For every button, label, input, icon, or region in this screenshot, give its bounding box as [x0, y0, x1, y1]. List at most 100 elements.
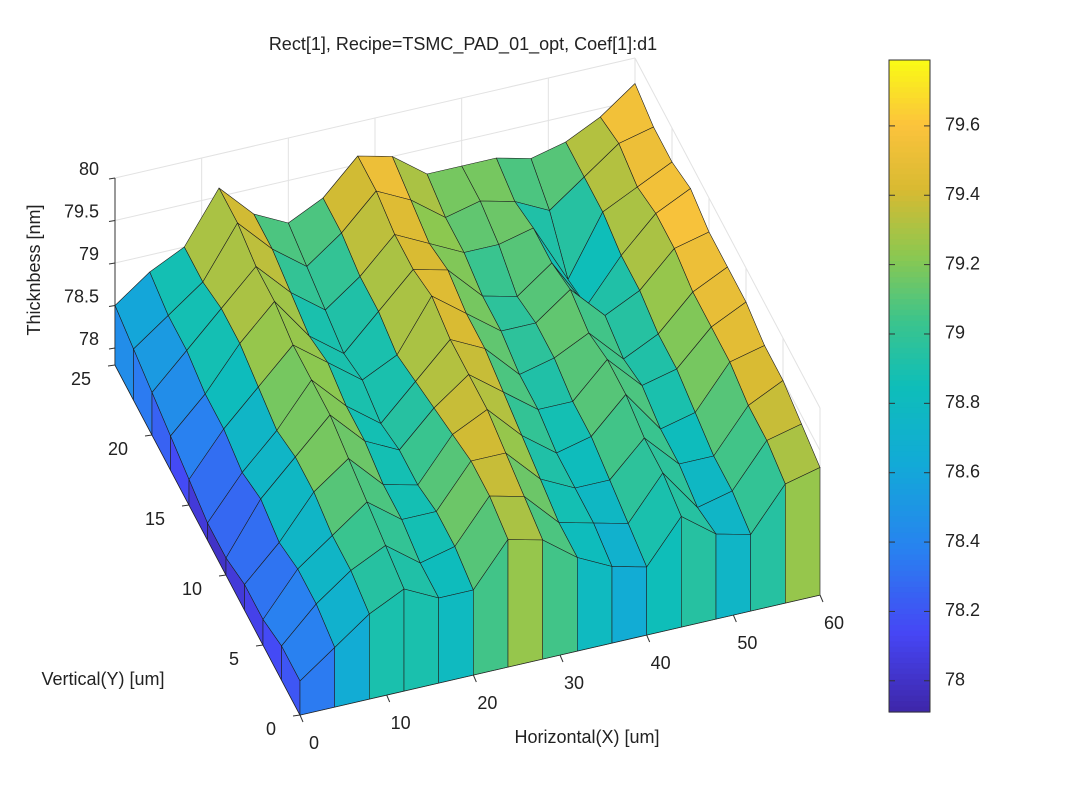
colorbar-band	[889, 706, 930, 713]
colorbar-band	[889, 445, 930, 452]
colorbar-band	[889, 347, 930, 354]
x-tick	[559, 654, 564, 663]
colorbar-tick-label: 79.6	[945, 115, 980, 135]
z-tick	[108, 305, 116, 307]
x-tick	[299, 714, 304, 723]
x-tick-label: 60	[824, 613, 844, 633]
colorbar-band	[889, 282, 930, 289]
x-tick	[732, 614, 737, 623]
surface-edge	[507, 539, 543, 668]
colorbar-band	[889, 532, 930, 539]
colorbar-band	[889, 451, 930, 458]
colorbar-band	[889, 581, 930, 588]
colorbar-band	[889, 592, 930, 599]
z-tick	[108, 220, 116, 222]
z-axis-label: Thicknbess [nm]	[24, 204, 44, 335]
colorbar-band	[889, 641, 930, 648]
colorbar-band	[889, 233, 930, 240]
colorbar-band	[889, 293, 930, 300]
colorbar-band	[889, 195, 930, 202]
colorbar-band	[889, 146, 930, 153]
colorbar-band	[889, 478, 930, 485]
colorbar-band	[889, 494, 930, 501]
colorbar-band	[889, 625, 930, 632]
colorbar-band	[889, 521, 930, 528]
colorbar-band	[889, 81, 930, 88]
colorbar-band	[889, 337, 930, 344]
colorbar-band	[889, 331, 930, 338]
colorbar-frame	[888, 59, 931, 713]
colorbar-band	[889, 646, 930, 653]
colorbar-band	[889, 174, 930, 181]
colorbar-band	[889, 299, 930, 306]
colorbar-band	[889, 554, 930, 561]
colorbar-band	[889, 407, 930, 414]
surface-edge	[611, 566, 647, 644]
colorbar-band	[889, 206, 930, 213]
y-axis-label: Vertical(Y) [um]	[41, 669, 164, 689]
colorbar-band	[889, 462, 930, 469]
colorbar-band	[889, 76, 930, 83]
colorbar-band	[889, 103, 930, 110]
colorbar-band	[889, 320, 930, 327]
colorbar-band	[889, 434, 930, 441]
colorbar-tick-label: 78.2	[945, 600, 980, 620]
colorbar-tick-label: 78.4	[945, 531, 980, 551]
colorbar-band	[889, 266, 930, 273]
colorbar-band	[889, 608, 930, 615]
surface-edge	[542, 539, 578, 660]
surface-edge	[785, 467, 821, 604]
colorbar-band	[889, 168, 930, 175]
colorbar-band	[889, 108, 930, 115]
z-tick	[108, 347, 116, 350]
colorbar-tick-label: 79.4	[945, 184, 980, 204]
colorbar-band	[889, 358, 930, 365]
y-tick	[255, 644, 264, 647]
colorbar-band	[889, 597, 930, 604]
y-tick	[218, 574, 227, 577]
colorbar-band	[889, 244, 930, 251]
colorbar-band	[889, 136, 930, 143]
colorbar-band	[889, 440, 930, 447]
colorbar-band	[889, 668, 930, 675]
x-tick-label: 40	[651, 653, 671, 673]
colorbar-band	[889, 217, 930, 224]
colorbar-band	[889, 614, 930, 621]
colorbar-band	[889, 701, 930, 708]
colorbar-band	[889, 98, 930, 105]
colorbar-band	[889, 353, 930, 360]
colorbar-band	[889, 695, 930, 702]
z-tick	[108, 262, 116, 265]
colorbar-band	[889, 679, 930, 686]
colorbar-band	[889, 70, 930, 77]
colorbar-band	[889, 250, 930, 257]
colorbar-band	[889, 369, 930, 376]
colorbar-tick-label: 79.2	[945, 253, 980, 273]
surface-edge	[681, 516, 717, 628]
colorbar-tick-label: 78.6	[945, 461, 980, 481]
colorbar-band	[889, 315, 930, 322]
colorbar-band	[889, 619, 930, 626]
colorbar-band	[889, 570, 930, 577]
colorbar-band	[889, 114, 930, 121]
x-tick-label: 30	[564, 673, 584, 693]
y-tick-label: 15	[145, 509, 165, 529]
y-tick	[144, 434, 153, 437]
colorbar-band	[889, 375, 930, 382]
colorbar-band	[889, 119, 930, 126]
colorbar-band	[889, 87, 930, 94]
colorbar-band	[889, 184, 930, 191]
colorbar-band	[889, 467, 930, 474]
colorbar-band	[889, 657, 930, 664]
colorbar-band	[889, 326, 930, 333]
colorbar-band	[889, 652, 930, 659]
x-tick-label: 50	[737, 633, 757, 653]
x-tick	[386, 694, 391, 703]
colorbar-band	[889, 130, 930, 137]
colorbar-band	[889, 527, 930, 534]
surface-edge	[438, 589, 474, 684]
y-tick-label: 25	[71, 369, 91, 389]
colorbar-band	[889, 239, 930, 246]
colorbar-band	[889, 516, 930, 523]
